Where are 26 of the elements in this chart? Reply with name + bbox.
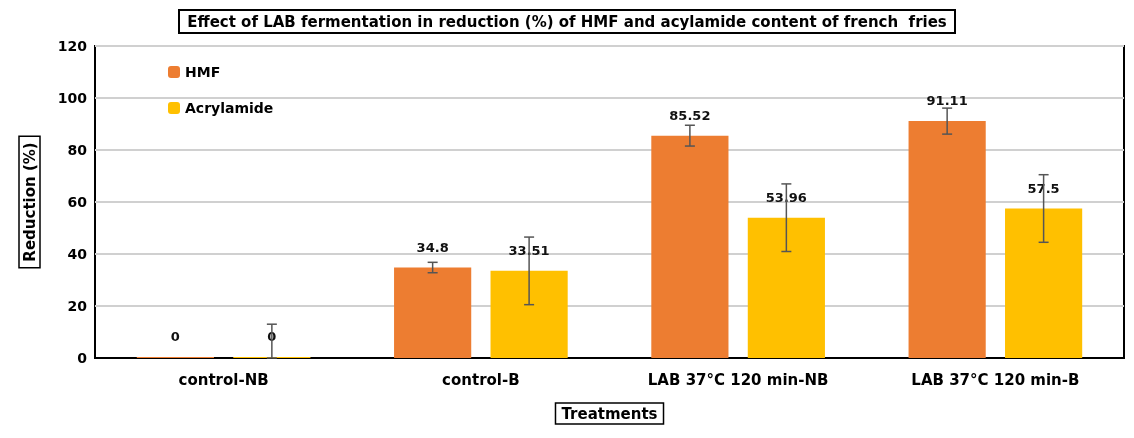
x-tick-label: control-B: [442, 370, 520, 389]
data-label: 85.52: [669, 107, 711, 123]
x-tick-label: control-NB: [178, 370, 269, 389]
bar: [394, 267, 472, 358]
y-tick-label: 20: [67, 298, 88, 314]
data-label: 34.8: [416, 239, 449, 255]
data-label: 91.11: [926, 93, 968, 109]
bar: [651, 135, 729, 358]
legend-label: HMF: [185, 64, 221, 80]
x-tick-label: LAB 37°C 120 min-NB: [647, 370, 829, 389]
y-axis-title: Reduction (%): [20, 142, 39, 262]
x-tick-label: LAB 37°C 120 min-B: [911, 370, 1080, 389]
y-tick-label: 60: [67, 194, 88, 210]
y-tick-label: 100: [57, 90, 88, 106]
x-axis-title: Treatments: [561, 404, 658, 423]
data-label: 0: [170, 329, 180, 344]
bar: [747, 217, 825, 358]
bar: [490, 270, 568, 358]
bar: [908, 121, 986, 358]
bar: [1005, 208, 1083, 358]
legend-label: Acrylamide: [185, 100, 274, 116]
y-tick-label: 80: [67, 142, 88, 158]
chart-title: Effect of LAB fermentation in reduction (%) of HMF and acylamide content of french fries: [187, 12, 947, 31]
y-tick-label: 120: [57, 38, 88, 54]
y-tick-label: 0: [77, 350, 88, 366]
y-tick-label: 40: [67, 246, 88, 262]
